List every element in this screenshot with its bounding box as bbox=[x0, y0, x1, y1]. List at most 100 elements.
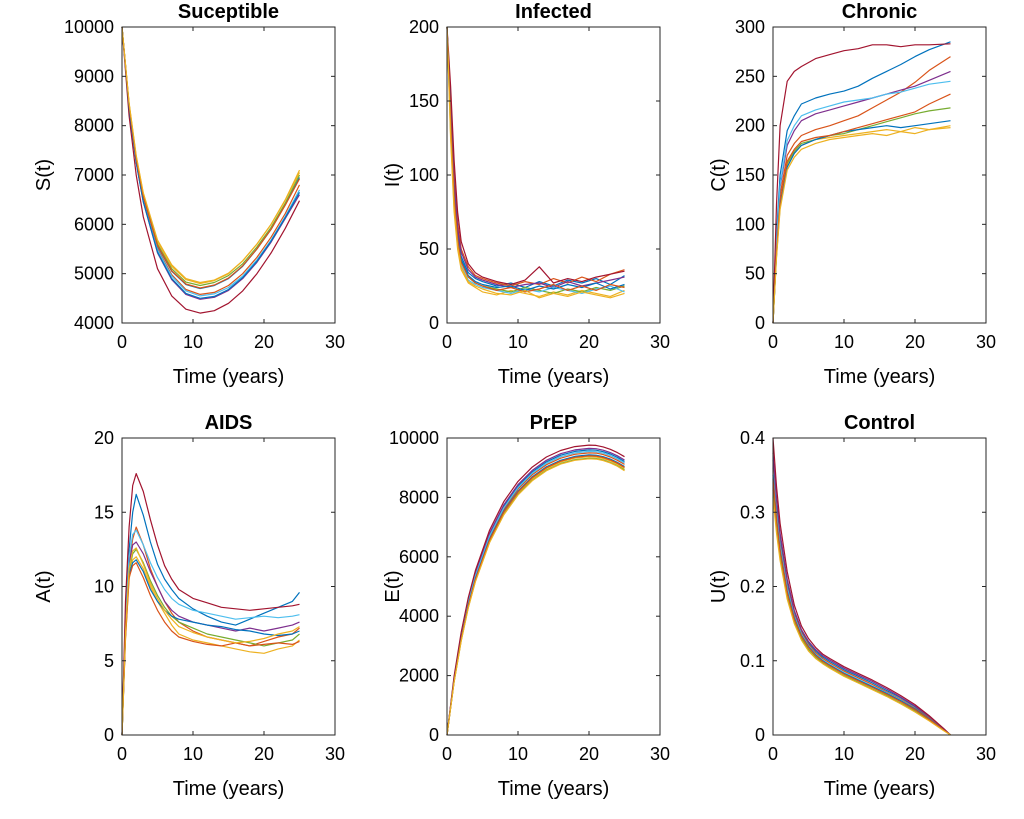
series-line-2 bbox=[446, 452, 625, 736]
series-line-3 bbox=[772, 482, 951, 736]
x-axis-label: Time (years) bbox=[173, 366, 284, 388]
series-line-9 bbox=[772, 93, 951, 324]
x-tick-label: 20 bbox=[905, 744, 925, 764]
x-tick-label: 30 bbox=[650, 744, 670, 764]
x-tick-label: 20 bbox=[254, 332, 274, 352]
x-tick-label: 20 bbox=[905, 332, 925, 352]
series-group bbox=[772, 41, 951, 324]
x-tick-label: 0 bbox=[768, 744, 778, 764]
series-line-5 bbox=[121, 548, 300, 736]
panel-title: Control bbox=[844, 412, 915, 434]
y-tick-label: 200 bbox=[409, 17, 439, 37]
series-group bbox=[772, 437, 951, 736]
x-tick-label: 30 bbox=[976, 332, 996, 352]
y-tick-label: 150 bbox=[735, 165, 765, 185]
series-line-9 bbox=[446, 26, 625, 293]
series-line-8 bbox=[446, 26, 625, 291]
x-tick-label: 30 bbox=[325, 744, 345, 764]
series-line-6 bbox=[121, 26, 301, 297]
x-axis-label: Time (years) bbox=[498, 366, 609, 388]
panel-susceptible: 0 10 20 30 4000 5000 6000 7000 8000 9000 10000 Suce… bbox=[33, 1, 345, 388]
series-line-6 bbox=[121, 529, 300, 736]
series-line-6 bbox=[772, 80, 951, 324]
series-line-1 bbox=[772, 460, 951, 736]
series-line-8 bbox=[121, 559, 300, 736]
series-line-7 bbox=[446, 444, 625, 736]
series-line-2 bbox=[121, 26, 301, 295]
y-tick-label: 50 bbox=[745, 264, 765, 284]
series-line-1 bbox=[446, 449, 625, 736]
series-line-4 bbox=[446, 447, 625, 736]
x-axis-label: Time (years) bbox=[824, 366, 935, 388]
y-tick-label: 200 bbox=[735, 116, 765, 136]
panel-title: Chronic bbox=[842, 1, 918, 23]
y-tick-label: 5000 bbox=[74, 264, 114, 284]
y-tick-label: 0 bbox=[755, 313, 765, 333]
y-axis-label: I(t) bbox=[382, 163, 404, 187]
series-line-3 bbox=[121, 26, 301, 285]
plot-box bbox=[121, 437, 336, 736]
x-tick-label: 20 bbox=[254, 744, 274, 764]
series-line-2 bbox=[772, 467, 951, 736]
series-line-3 bbox=[121, 556, 300, 736]
y-axis-label: C(t) bbox=[708, 158, 730, 191]
series-line-8 bbox=[121, 26, 301, 299]
y-tick-label: 10000 bbox=[389, 428, 439, 448]
series-line-10 bbox=[446, 458, 625, 736]
series-line-6 bbox=[446, 450, 625, 736]
panel-title: AIDS bbox=[205, 412, 253, 434]
panel-control: 0 10 20 30 0 0.1 0.2 0.3 0.4 Control Time (years) U… bbox=[708, 412, 996, 800]
x-tick-label: 0 bbox=[117, 332, 127, 352]
y-tick-label: 4000 bbox=[74, 313, 114, 333]
y-tick-label: 150 bbox=[409, 91, 439, 111]
x-tick-label: 10 bbox=[183, 332, 203, 352]
y-tick-label: 100 bbox=[409, 165, 439, 185]
y-tick-label: 15 bbox=[94, 502, 114, 522]
y-tick-label: 50 bbox=[419, 239, 439, 259]
y-tick-label: 2000 bbox=[399, 666, 439, 686]
y-axis-label: U(t) bbox=[708, 570, 730, 603]
series-line-8 bbox=[772, 475, 951, 736]
y-tick-label: 0.3 bbox=[740, 502, 765, 522]
series-line-7 bbox=[121, 473, 300, 736]
series-line-10 bbox=[446, 26, 625, 299]
y-tick-label: 0 bbox=[755, 725, 765, 745]
y-tick-label: 5 bbox=[104, 651, 114, 671]
y-tick-label: 7000 bbox=[74, 165, 114, 185]
x-axis-label: Time (years) bbox=[173, 778, 284, 800]
y-tick-label: 100 bbox=[735, 214, 765, 234]
series-line-3 bbox=[446, 26, 625, 297]
x-tick-label: 20 bbox=[579, 332, 599, 352]
y-tick-label: 8000 bbox=[399, 487, 439, 507]
series-line-1 bbox=[121, 493, 300, 736]
x-tick-label: 0 bbox=[442, 744, 452, 764]
series-line-7 bbox=[446, 26, 625, 286]
y-tick-label: 0.2 bbox=[740, 577, 765, 597]
x-tick-label: 0 bbox=[768, 332, 778, 352]
x-tick-label: 10 bbox=[508, 332, 528, 352]
series-line-7 bbox=[772, 43, 951, 324]
series-line-9 bbox=[121, 26, 301, 289]
x-tick-label: 30 bbox=[325, 332, 345, 352]
series-line-9 bbox=[446, 455, 625, 736]
y-tick-label: 20 bbox=[94, 428, 114, 448]
x-tick-label: 0 bbox=[117, 744, 127, 764]
y-tick-label: 10 bbox=[94, 577, 114, 597]
panel-infected: 0 10 20 30 0 50 100 150 200 Infected Time (years) I… bbox=[382, 1, 670, 388]
x-tick-label: 0 bbox=[442, 332, 452, 352]
series-line-5 bbox=[446, 26, 625, 294]
y-tick-label: 0 bbox=[104, 725, 114, 745]
panel-prep: 0 10 20 30 0 2000 4000 6000 8000 10000 PrEP Time (y… bbox=[382, 412, 670, 800]
series-line-10 bbox=[121, 26, 301, 284]
y-axis-label: A(t) bbox=[33, 570, 55, 602]
series-line-1 bbox=[446, 26, 625, 289]
panel-title: PrEP bbox=[530, 412, 578, 434]
panel-title: Infected bbox=[515, 1, 592, 23]
x-tick-label: 10 bbox=[183, 744, 203, 764]
series-line-3 bbox=[446, 456, 625, 736]
series-line-9 bbox=[121, 562, 300, 736]
series-group bbox=[446, 444, 625, 736]
x-tick-label: 30 bbox=[650, 332, 670, 352]
